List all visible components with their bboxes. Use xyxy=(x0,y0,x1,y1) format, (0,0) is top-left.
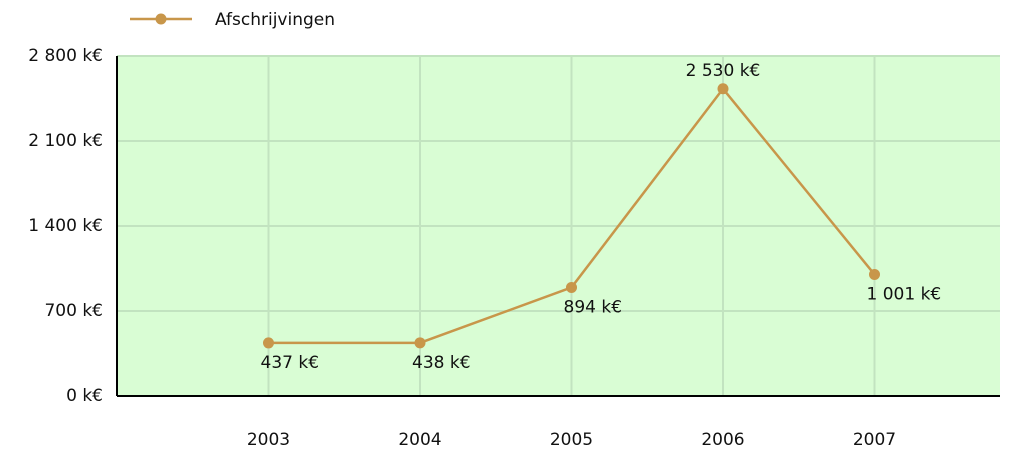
x-tick-label: 2003 xyxy=(247,430,290,450)
y-tick-label: 2 100 k€ xyxy=(28,131,103,151)
data-label: 438 k€ xyxy=(412,353,471,373)
y-tick-label: 1 400 k€ xyxy=(28,216,103,236)
y-tick-label: 700 k€ xyxy=(44,301,103,321)
x-tick-label: 2006 xyxy=(701,430,744,450)
marker xyxy=(566,281,577,293)
data-label: 437 k€ xyxy=(261,353,320,373)
marker xyxy=(869,268,880,280)
x-tick-label: 2007 xyxy=(853,430,896,450)
y-tick-label: 2 800 k€ xyxy=(28,46,103,66)
legend-marker xyxy=(155,13,167,25)
data-label: 2 530 k€ xyxy=(686,61,761,81)
x-tick-label: 2005 xyxy=(550,430,593,450)
data-label: 1 001 k€ xyxy=(867,284,942,304)
x-tick-label: 2004 xyxy=(398,430,441,450)
legend-label: Afschrijvingen xyxy=(215,10,335,30)
y-tick-label: 0 k€ xyxy=(66,386,103,406)
marker xyxy=(717,83,729,95)
data-label: 894 k€ xyxy=(564,297,623,317)
marker xyxy=(414,337,426,349)
marker xyxy=(263,337,274,349)
